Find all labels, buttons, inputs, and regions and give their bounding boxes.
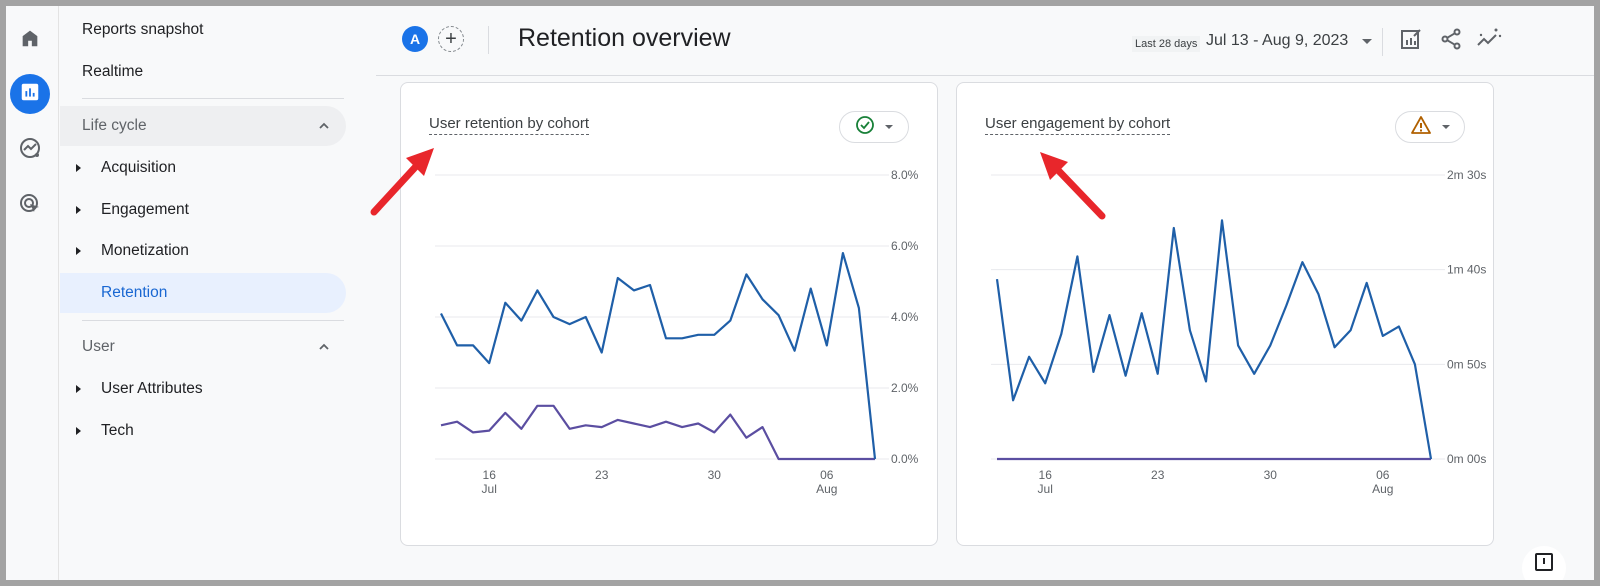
nav-user-attributes[interactable]: User Attributes: [60, 369, 346, 409]
x-tick-sublabel: Aug: [816, 482, 837, 496]
nav-label: Acquisition: [101, 159, 176, 176]
x-tick-label: 16: [483, 468, 497, 482]
y-tick-label: 4.0%: [891, 310, 919, 324]
x-tick-label: 16: [1039, 468, 1053, 482]
customize-report-icon: [1399, 27, 1423, 56]
advertising-icon: [18, 192, 42, 221]
report-navigation: Reports snapshot Realtime Life cycle Acq…: [60, 6, 360, 580]
nav-label: Retention: [101, 284, 168, 301]
nav-label: Engagement: [101, 201, 189, 218]
header-divider: [1382, 28, 1383, 56]
y-tick-label: 8.0%: [891, 168, 919, 182]
nav-divider: [82, 320, 344, 321]
x-tick-label: 23: [595, 468, 609, 482]
y-tick-label: 0m 00s: [1447, 452, 1486, 466]
add-comparison-button[interactable]: +: [438, 26, 464, 52]
x-tick-sublabel: Aug: [1372, 482, 1393, 496]
chevron-up-icon: [318, 119, 330, 137]
y-tick-label: 2m 30s: [1447, 168, 1486, 182]
nav-engagement[interactable]: Engagement: [60, 190, 346, 230]
customize-report-button[interactable]: [1398, 28, 1424, 54]
share-button[interactable]: [1438, 28, 1464, 54]
nav-label: Realtime: [82, 63, 144, 80]
chevron-down-icon[interactable]: [1362, 39, 1372, 44]
caret-right-icon: [76, 385, 81, 393]
chevron-up-icon: [318, 340, 330, 358]
x-tick-label: 30: [708, 468, 722, 482]
caret-right-icon: [76, 247, 81, 255]
nav-reports-snapshot[interactable]: Reports snapshot: [60, 10, 346, 50]
nav-divider: [82, 98, 344, 99]
nav-tech[interactable]: Tech: [60, 411, 346, 451]
x-tick-sublabel: Jul: [1038, 482, 1053, 496]
retention-card: User retention by cohort 0.0% 2.0% 4.0% 6.0…: [400, 82, 938, 546]
chevron-down-icon: [885, 125, 893, 129]
caret-right-icon: [76, 427, 81, 435]
advertising-button[interactable]: [10, 186, 50, 226]
app-window: Reports snapshot Realtime Life cycle Acq…: [6, 6, 1594, 580]
y-tick-label: 6.0%: [891, 239, 919, 253]
reports-icon: [19, 81, 41, 108]
page-header: A + Retention overview Last 28 days Jul …: [376, 6, 1594, 76]
x-tick-label: 06: [1376, 468, 1390, 482]
explore-icon: [18, 136, 42, 165]
reports-button[interactable]: [10, 74, 50, 114]
section-label: Life cycle: [82, 117, 147, 134]
header-divider: [488, 26, 489, 54]
nav-monetization[interactable]: Monetization: [60, 231, 346, 271]
y-tick-label: 0m 50s: [1447, 357, 1486, 371]
home-icon: [19, 27, 41, 54]
explore-button[interactable]: [10, 130, 50, 170]
nav-label: Tech: [101, 422, 134, 439]
section-label: User: [82, 338, 115, 355]
x-tick-sublabel: Jul: [482, 482, 497, 496]
chevron-down-icon: [1442, 125, 1450, 129]
insights-button[interactable]: [1476, 28, 1502, 54]
nav-realtime[interactable]: Realtime: [60, 52, 346, 92]
y-tick-label: 1m 40s: [1447, 263, 1486, 277]
nav-retention[interactable]: Retention: [60, 273, 346, 313]
card-title[interactable]: User engagement by cohort: [985, 115, 1171, 135]
x-tick-label: 06: [820, 468, 834, 482]
feedback-button[interactable]: [1522, 546, 1566, 580]
nav-acquisition[interactable]: Acquisition: [60, 148, 346, 188]
feedback-icon: [1534, 552, 1554, 577]
date-range-picker[interactable]: Jul 13 - Aug 9, 2023: [1206, 32, 1349, 49]
series-line[interactable]: [440, 404, 875, 461]
home-button[interactable]: [10, 20, 50, 60]
comparison-avatar[interactable]: A: [402, 26, 428, 52]
y-tick-label: 0.0%: [891, 452, 919, 466]
x-tick-label: 30: [1264, 468, 1278, 482]
section-life-cycle[interactable]: Life cycle: [60, 106, 346, 146]
date-preset-label: Last 28 days: [1132, 36, 1201, 52]
annotation-arrow-icon: [1040, 152, 1106, 220]
series-line[interactable]: [995, 219, 1433, 460]
annotation-arrow-icon: [370, 148, 434, 216]
check-circle-icon: [855, 115, 875, 140]
insights-icon: [1476, 27, 1502, 56]
icon-rail: [6, 6, 59, 580]
y-tick-label: 2.0%: [891, 381, 919, 395]
page-title: Retention overview: [518, 24, 731, 52]
nav-label: Monetization: [101, 242, 189, 259]
nav-label: User Attributes: [101, 380, 203, 397]
section-user[interactable]: User: [60, 327, 346, 367]
data-quality-chip[interactable]: [1395, 111, 1465, 143]
caret-right-icon: [76, 206, 81, 214]
series-line[interactable]: [440, 252, 877, 460]
warning-icon: [1410, 115, 1432, 140]
nav-label: Reports snapshot: [82, 21, 204, 38]
share-icon: [1439, 27, 1463, 56]
data-quality-chip[interactable]: [839, 111, 909, 143]
card-title[interactable]: User retention by cohort: [429, 115, 590, 135]
x-tick-label: 23: [1151, 468, 1165, 482]
caret-right-icon: [76, 164, 81, 172]
